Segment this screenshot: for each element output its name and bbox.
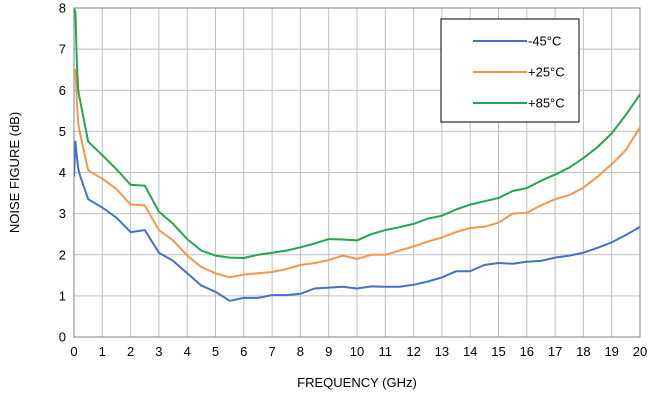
- legend-label-plus85: +85°C: [528, 96, 565, 111]
- legend-box: [440, 18, 580, 123]
- y-tick-label: 4: [59, 165, 66, 180]
- y-tick-label: 6: [59, 83, 66, 98]
- x-tick-label: 10: [350, 344, 364, 359]
- chart-gridlines: [73, 7, 641, 338]
- x-tick-label: 3: [155, 344, 162, 359]
- y-tick-label: 7: [59, 42, 66, 57]
- x-axis-title: FREQUENCY (GHz): [297, 375, 417, 390]
- x-tick-label: 6: [240, 344, 247, 359]
- x-tick-label: 5: [212, 344, 219, 359]
- x-tick-label: 1: [99, 344, 106, 359]
- x-tick-label: 12: [406, 344, 420, 359]
- legend-label-minus45: -45°C: [528, 34, 561, 49]
- y-axis-title: NOISE FIGURE (dB): [7, 112, 22, 233]
- legend-item-plus25: +25°C: [473, 65, 565, 80]
- x-tick-label: 13: [435, 344, 449, 359]
- x-tick-label: 18: [576, 344, 590, 359]
- x-tick-label: 16: [520, 344, 534, 359]
- chart-legend: -45°C +25°C +85°C: [440, 18, 580, 123]
- series-line-0: [74, 140, 640, 302]
- x-tick-label: 4: [184, 344, 191, 359]
- y-tick-label: 8: [59, 1, 66, 16]
- x-tick-label: 20: [633, 344, 647, 359]
- x-tick-label: 8: [297, 344, 304, 359]
- series-line-2: [74, 7, 640, 259]
- y-tick-label: 2: [59, 247, 66, 262]
- x-tick-label: 17: [548, 344, 562, 359]
- y-tick-label: 0: [59, 330, 66, 345]
- x-tick-label: 7: [268, 344, 275, 359]
- y-tick-label: 3: [59, 206, 66, 221]
- series-line-1: [74, 68, 640, 279]
- legend-item-plus85: +85°C: [473, 96, 565, 111]
- x-tick-label: 14: [463, 344, 477, 359]
- x-tick-label: 15: [491, 344, 505, 359]
- x-tick-label: 2: [127, 344, 134, 359]
- x-tick-label: 0: [70, 344, 77, 359]
- x-tick-label: 19: [604, 344, 618, 359]
- y-tick-label: 1: [59, 288, 66, 303]
- legend-item-minus45: -45°C: [473, 34, 561, 49]
- legend-label-plus25: +25°C: [528, 65, 565, 80]
- x-tick-label: 11: [379, 344, 393, 359]
- chart-series: [74, 7, 640, 302]
- y-tick-label: 5: [59, 124, 66, 139]
- x-tick-label: 9: [325, 344, 332, 359]
